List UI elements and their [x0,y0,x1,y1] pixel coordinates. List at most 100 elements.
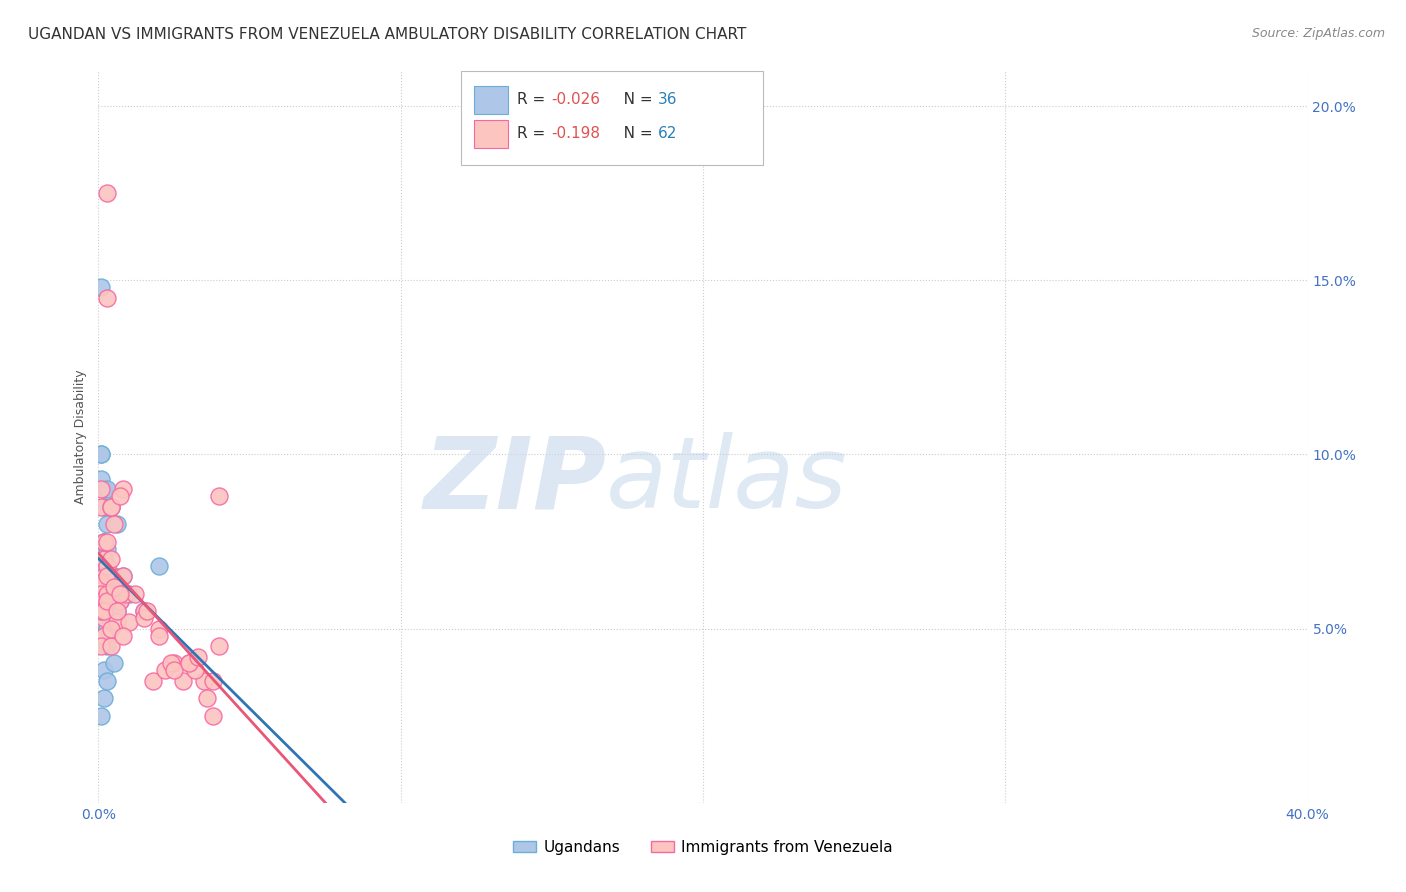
Point [96,587,118,601]
Point [103,569,125,583]
Point [202,673,225,688]
Point [90,448,112,462]
Point [142,673,165,688]
Point [148,622,170,636]
Point [148,629,170,643]
Point [93,483,115,497]
Point [96,587,118,601]
Point [96,594,118,608]
Text: UGANDAN VS IMMIGRANTS FROM VENEZUELA AMBULATORY DISABILITY CORRELATION CHART: UGANDAN VS IMMIGRANTS FROM VENEZUELA AMB… [28,27,747,42]
Text: ZIP: ZIP [423,433,606,530]
Point [172,673,194,688]
Point [108,594,131,608]
Point [135,604,157,618]
Text: N =: N = [609,93,657,107]
Point [148,558,170,573]
Point [93,664,115,678]
Point [108,594,131,608]
Point [90,558,112,573]
Point [90,604,112,618]
Text: R =: R = [517,93,551,107]
Point [93,569,115,583]
Legend: Ugandans, Immigrants from Venezuela: Ugandans, Immigrants from Venezuela [508,834,898,861]
Point [124,587,146,601]
Point [93,691,115,706]
Point [93,629,115,643]
Text: -0.198: -0.198 [551,127,600,141]
Point [90,472,112,486]
Point [90,708,112,723]
Point [111,629,134,643]
Point [208,639,231,653]
Point [153,664,176,678]
Point [90,594,112,608]
Point [100,639,122,653]
Point [93,534,115,549]
Point [100,622,122,636]
Point [93,604,115,618]
Point [163,664,186,678]
Point [114,587,136,601]
Point [96,569,118,583]
Point [96,291,118,305]
Point [103,587,125,601]
Point [90,280,112,294]
Text: atlas: atlas [606,433,848,530]
Point [100,576,122,591]
Point [96,534,118,549]
Point [132,604,155,618]
Point [193,673,215,688]
Point [100,500,122,514]
Point [111,569,134,583]
Point [187,649,209,664]
Text: -0.026: -0.026 [551,93,600,107]
Point [111,483,134,497]
Text: N =: N = [609,127,657,141]
Point [96,558,118,573]
Point [160,657,183,671]
Point [93,500,115,514]
Point [184,664,207,678]
Point [118,587,141,601]
Point [103,587,125,601]
Point [90,604,112,618]
Point [111,569,134,583]
Point [118,615,141,629]
Point [93,534,115,549]
Point [90,576,112,591]
Point [105,615,128,629]
Point [103,580,125,594]
Text: 36: 36 [658,93,678,107]
Point [108,489,131,503]
Point [105,604,128,618]
Point [195,691,218,706]
Point [100,500,122,514]
Text: Source: ZipAtlas.com: Source: ZipAtlas.com [1251,27,1385,40]
Point [208,489,231,503]
Point [132,604,155,618]
Point [100,569,122,583]
Point [90,639,112,653]
Point [93,611,115,625]
Point [179,657,201,671]
Text: R =: R = [517,127,551,141]
Point [96,622,118,636]
Point [163,657,186,671]
Point [93,534,115,549]
Point [202,708,225,723]
Point [96,517,118,532]
Point [90,587,112,601]
Point [100,594,122,608]
Point [105,587,128,601]
Point [93,615,115,629]
Point [96,186,118,201]
Point [132,611,155,625]
Y-axis label: Ambulatory Disability: Ambulatory Disability [75,370,87,504]
Point [179,657,201,671]
Text: 62: 62 [658,127,678,141]
Point [103,657,125,671]
Point [108,587,131,601]
Point [100,500,122,514]
Point [100,552,122,566]
Point [96,483,118,497]
